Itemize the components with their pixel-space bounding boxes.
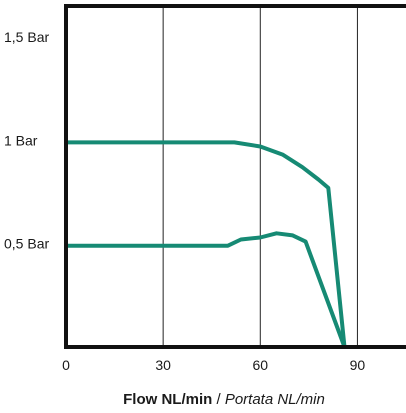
x-tick-label: 60 xyxy=(252,357,268,373)
x-tick-label: 0 xyxy=(62,357,70,373)
y-tick-labels: 0,5 Bar 1 Bar 1,5 Bar xyxy=(4,29,49,252)
x-tick-label: 90 xyxy=(350,357,366,373)
x-axis-title-secondary: Portata NL/min xyxy=(225,391,325,408)
plot-frame xyxy=(64,4,406,349)
x-axis-title: Flow NL/min / Portata NL/min xyxy=(123,391,325,408)
series-line-1 xyxy=(66,140,347,348)
y-tick-label: 1 Bar xyxy=(4,132,38,148)
series-line-2 xyxy=(66,231,347,348)
y-tick-label: 0,5 Bar xyxy=(4,236,49,252)
gridlines xyxy=(162,6,358,347)
x-axis-title-separator: / xyxy=(212,391,225,408)
series-lines xyxy=(66,140,347,348)
x-tick-label: 30 xyxy=(155,357,171,373)
y-tick-label: 1,5 Bar xyxy=(4,29,49,45)
x-tick-labels: 0 30 60 90 xyxy=(62,357,365,373)
x-axis-title-primary: Flow NL/min xyxy=(123,391,212,408)
